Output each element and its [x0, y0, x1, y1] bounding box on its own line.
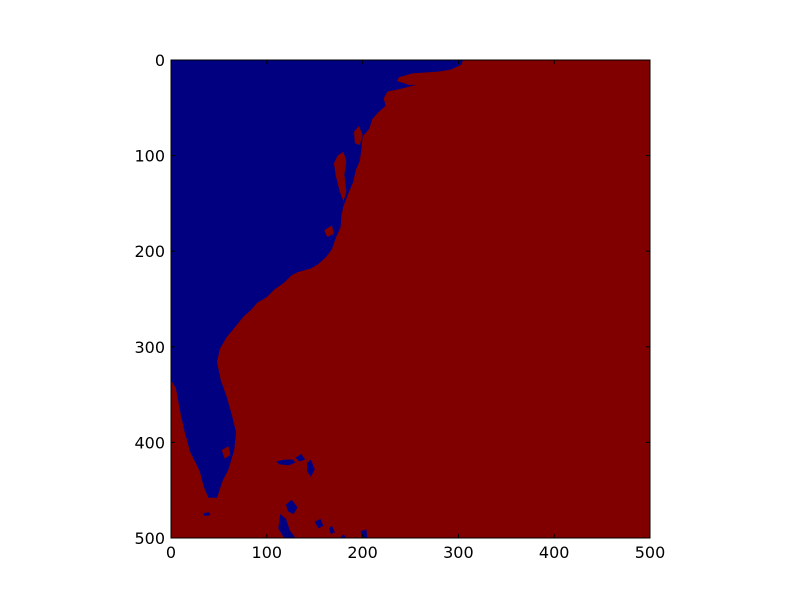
x-tick-label: 500	[635, 543, 666, 562]
region-chesapeake-bay	[333, 151, 347, 202]
region-island-east-1	[329, 525, 335, 535]
region-island-east-2	[339, 534, 347, 538]
plot-frame	[170, 59, 651, 539]
y-tick-label: 200	[134, 242, 165, 261]
region-island-hispaniola-west	[278, 514, 296, 538]
x-tick-label: 0	[166, 543, 176, 562]
x-tick-label: 100	[252, 543, 283, 562]
y-tick-label: 400	[134, 433, 165, 452]
region-island-bahamas-1	[276, 459, 296, 466]
land-layer	[171, 60, 464, 538]
region-lake-okeechobee	[221, 446, 231, 459]
y-tick-label: 300	[134, 338, 165, 357]
water-layer	[221, 87, 419, 459]
x-tick-label: 200	[347, 543, 378, 562]
y-tick-label: 0	[155, 51, 165, 70]
region-albemarle-sound	[324, 225, 334, 237]
region-island-turks	[314, 518, 324, 529]
region-island-bahamas-2	[295, 453, 306, 462]
region-delaware-bay	[354, 126, 363, 146]
region-mainland	[171, 60, 464, 498]
region-long-island-sound	[385, 87, 419, 104]
region-island-bahamas-3	[307, 459, 315, 477]
x-tick-label: 300	[443, 543, 474, 562]
x-tick-label: 400	[539, 543, 570, 562]
plot-area	[170, 59, 651, 539]
y-tick-label: 100	[134, 147, 165, 166]
y-tick-label: 500	[134, 529, 165, 548]
region-island-cay	[203, 512, 211, 516]
region-island-cuba-north	[286, 499, 298, 515]
y-axis: 0 100 200 300 400 500	[134, 51, 650, 548]
x-axis: 0 100 200 300 400 500	[166, 60, 665, 562]
